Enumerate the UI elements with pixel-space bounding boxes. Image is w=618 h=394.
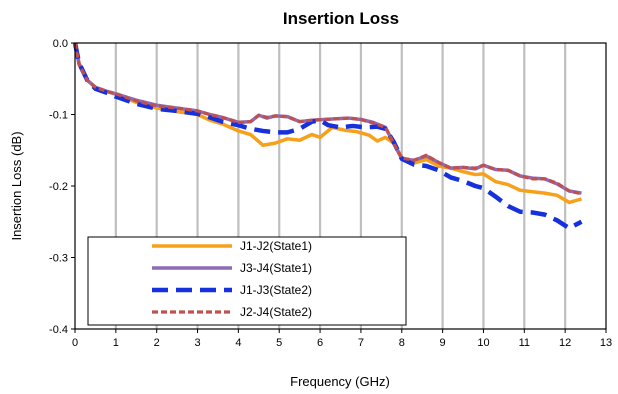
x-tick-label-7: 7 [358, 337, 364, 349]
y-tick-label-1: -0.1 [49, 110, 68, 122]
series-line-2 [72, 42, 583, 231]
y-tick-label-2: -0.2 [49, 181, 68, 193]
x-tick-label-8: 8 [399, 337, 405, 349]
x-tick-label-12: 12 [559, 337, 571, 349]
x-tick-label-13: 13 [600, 337, 612, 349]
x-tick-label-9: 9 [440, 337, 446, 349]
series-group [72, 42, 583, 231]
y-tick-label-4: -0.4 [49, 324, 68, 336]
y-tick-label-3: -0.3 [49, 253, 68, 265]
ticks: 0 1 2 3 4 5 6 7 8 9 10 11 12 130.0-0.1-0.2-0.3-0.4 [49, 38, 612, 349]
x-tick-label-1: 1 [113, 337, 119, 349]
x-axis-label: Frequency (GHz) [290, 374, 390, 389]
x-tick-label-0: 0 [72, 337, 78, 349]
series-line-3 [73, 42, 582, 196]
series-line-0 [73, 42, 582, 205]
legend-label-2: J1-J3(State2) [240, 283, 312, 297]
legend-label-3: J2-J4(State2) [240, 305, 312, 319]
grid [114, 43, 567, 329]
legend: J1-J2(State1) J3-J4(State1) J1-J3(State2) J… [87, 236, 407, 326]
chart-title: Insertion Loss [283, 9, 399, 28]
x-tick-label-2: 2 [154, 337, 160, 349]
x-tick-label-11: 11 [519, 337, 530, 349]
x-tick-label-5: 5 [276, 337, 282, 349]
legend-label-1: J3-J4(State1) [240, 261, 312, 275]
legend-label-0: J1-J2(State1) [240, 239, 312, 253]
y-tick-label-0: 0.0 [53, 38, 68, 50]
x-tick-label-3: 3 [194, 337, 200, 349]
x-tick-label-10: 10 [477, 337, 489, 349]
x-tick-label-4: 4 [235, 337, 241, 349]
y-axis-label: Insertion Loss (dB) [9, 131, 24, 240]
x-tick-label-6: 6 [317, 337, 323, 349]
legend-box [87, 236, 407, 326]
